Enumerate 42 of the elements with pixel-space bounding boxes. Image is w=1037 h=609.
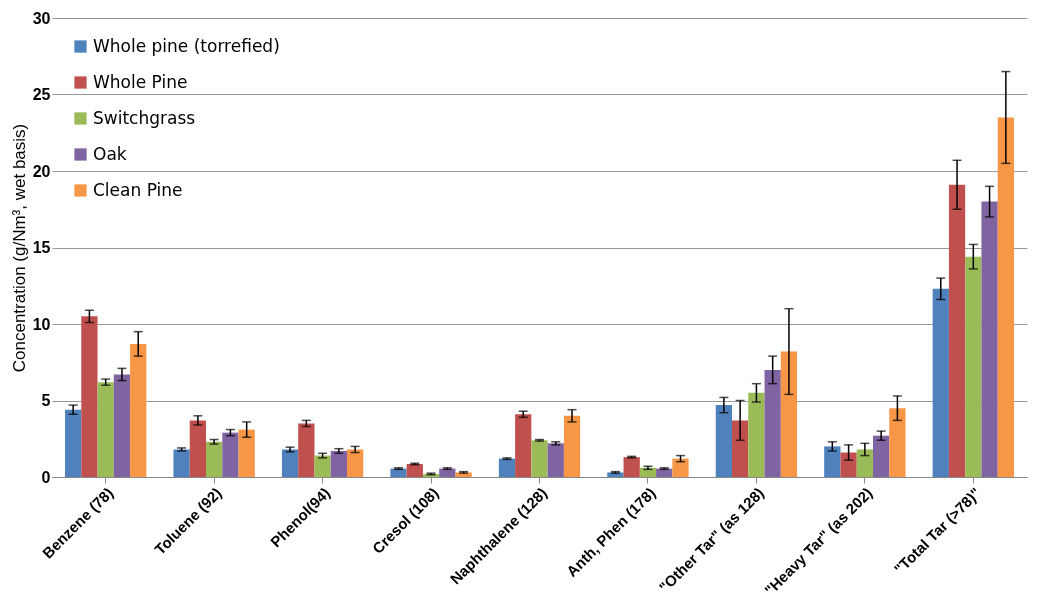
bar xyxy=(748,392,765,477)
y-tick-label: 20 xyxy=(32,162,51,180)
bar xyxy=(764,369,781,477)
bar xyxy=(173,449,190,477)
bar xyxy=(932,288,949,477)
bar xyxy=(856,449,873,477)
bar xyxy=(997,117,1014,477)
bar xyxy=(81,316,98,477)
bar xyxy=(498,458,516,477)
y-tick-label: 10 xyxy=(32,315,51,333)
y-tick-label: 30 xyxy=(32,9,51,27)
bar xyxy=(639,467,657,477)
bar xyxy=(732,420,749,477)
y-tick-label: 15 xyxy=(32,239,51,256)
bar xyxy=(873,435,890,477)
bar xyxy=(840,452,857,477)
bar xyxy=(130,343,147,477)
legend-label: Clean Pine xyxy=(93,179,183,200)
bar xyxy=(889,408,906,477)
legend-label: Oak xyxy=(93,143,127,164)
bar xyxy=(948,184,966,477)
y-tick-label: 25 xyxy=(32,86,51,103)
bar xyxy=(65,409,82,477)
bar xyxy=(824,446,841,477)
bar xyxy=(189,420,206,477)
legend-label: Switchgrass xyxy=(93,107,196,128)
bar xyxy=(715,405,733,477)
bar xyxy=(531,440,548,477)
bar xyxy=(563,415,581,477)
y-axis-title: Concentration (g/Nm³, wet basis) xyxy=(9,123,29,373)
bar xyxy=(981,201,998,477)
bar xyxy=(113,374,131,477)
bar xyxy=(965,256,982,477)
bar xyxy=(547,443,564,477)
y-tick-label: 5 xyxy=(41,392,51,409)
legend-label: Whole Pine xyxy=(93,71,188,92)
bar xyxy=(238,429,255,477)
bar xyxy=(406,464,423,477)
bar xyxy=(780,351,798,477)
y-tick-label: 0 xyxy=(41,468,51,486)
bar xyxy=(623,457,640,477)
legend-label: Whole pine (torrefied) xyxy=(93,35,280,56)
